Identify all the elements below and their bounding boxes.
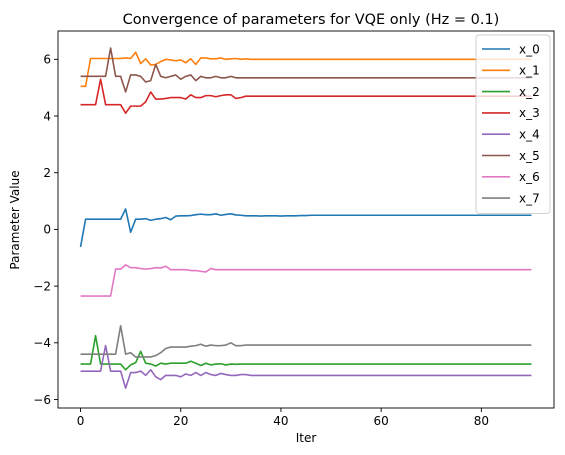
chart-title: Convergence of parameters for VQE only (… <box>123 12 500 28</box>
x-tick-label: 40 <box>273 414 288 428</box>
y-tick-label: −6 <box>33 393 51 407</box>
series-line-x0 <box>79 208 532 248</box>
x-axis-label: Iter <box>296 431 317 445</box>
x-axis: 0 20 40 60 80 <box>77 408 489 428</box>
legend-box <box>475 34 551 214</box>
x-tick-label: 80 <box>474 414 489 428</box>
series-line-x3 <box>80 78 532 114</box>
x-tick-label: 0 <box>77 414 85 428</box>
plot-area <box>79 47 532 389</box>
y-axis: −6 −4 −2 0 2 4 6 <box>33 53 58 407</box>
series-line-x2 <box>80 334 532 371</box>
legend-label: x_5 <box>519 149 540 163</box>
y-axis-label: Parameter Value <box>8 170 22 269</box>
y-tick-label: −4 <box>33 336 51 350</box>
y-tick-label: 0 <box>43 223 51 237</box>
legend: x_0 x_1 x_2 x_3 x_4 x_5 x_6 x_7 <box>475 34 551 214</box>
legend-label: x_7 <box>519 191 540 205</box>
x-tick-label: 20 <box>173 414 188 428</box>
legend-label: x_1 <box>519 64 540 78</box>
y-tick-label: 4 <box>43 109 51 123</box>
y-tick-label: 6 <box>43 53 51 67</box>
legend-label: x_4 <box>519 128 540 142</box>
series-line-x6 <box>80 264 532 297</box>
axes-frame <box>57 30 555 409</box>
y-tick-label: −2 <box>33 279 51 293</box>
legend-label: x_0 <box>519 42 540 56</box>
y-tick-label: 2 <box>43 166 51 180</box>
legend-label: x_6 <box>519 170 540 184</box>
x-tick-label: 60 <box>374 414 389 428</box>
series-line-x7 <box>80 325 532 358</box>
legend-label: x_3 <box>519 106 540 120</box>
legend-label: x_2 <box>519 85 540 99</box>
series-line-x4 <box>80 344 532 389</box>
series-line-x5 <box>80 47 532 93</box>
